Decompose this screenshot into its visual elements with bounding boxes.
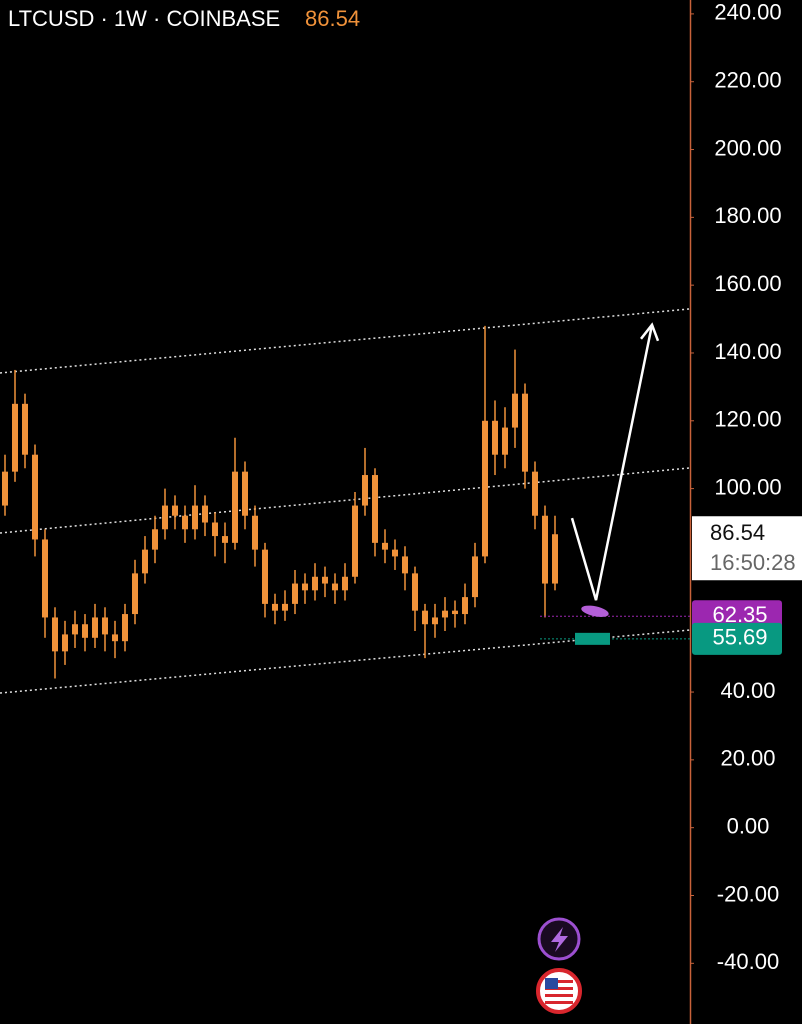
candle-body bbox=[232, 471, 238, 543]
candle-body bbox=[82, 624, 88, 638]
candle-body bbox=[422, 610, 428, 625]
price-label-box bbox=[692, 622, 782, 655]
y-tick-label: 200.00 bbox=[714, 135, 781, 160]
header-price: 86.54 bbox=[305, 6, 360, 31]
candle-body bbox=[292, 583, 298, 604]
lightning-icon[interactable] bbox=[537, 917, 581, 961]
candle-body bbox=[482, 420, 488, 557]
candle-body bbox=[222, 536, 228, 543]
trend-line bbox=[0, 629, 691, 694]
last-price-label: 86.54 bbox=[710, 520, 765, 545]
candle-body bbox=[102, 617, 108, 635]
candle-body bbox=[462, 597, 468, 615]
candle-body bbox=[152, 529, 158, 550]
candle-body bbox=[532, 471, 538, 516]
candle-body bbox=[192, 505, 198, 530]
candle-body bbox=[542, 515, 548, 584]
candle-body bbox=[242, 471, 248, 516]
y-tick-label: 120.00 bbox=[714, 407, 781, 432]
candle-body bbox=[512, 393, 518, 428]
y-tick-label: 140.00 bbox=[714, 339, 781, 364]
y-tick-label: 240.00 bbox=[714, 0, 781, 25]
candle-body bbox=[552, 534, 558, 584]
last-price-box bbox=[692, 516, 802, 581]
candle-body bbox=[62, 634, 68, 652]
candle-body bbox=[412, 573, 418, 611]
candle-body bbox=[12, 403, 18, 472]
candle-body bbox=[282, 603, 288, 611]
candle-body bbox=[302, 583, 308, 591]
candle-body bbox=[522, 393, 528, 472]
candle-body bbox=[352, 505, 358, 577]
arrow-head bbox=[640, 322, 660, 342]
candle-body bbox=[122, 614, 128, 642]
candle-body bbox=[42, 539, 48, 618]
y-tick-label: -40.00 bbox=[717, 949, 779, 974]
candle-body bbox=[362, 475, 368, 506]
candle-body bbox=[452, 610, 458, 615]
candle-body bbox=[342, 576, 348, 591]
candle-body bbox=[252, 515, 258, 550]
candle-body bbox=[272, 603, 278, 611]
candle-body bbox=[382, 542, 388, 550]
candle-body bbox=[22, 403, 28, 455]
y-tick-label: 220.00 bbox=[714, 68, 781, 93]
candle-body bbox=[72, 624, 78, 635]
candle-body bbox=[202, 505, 208, 523]
candle-body bbox=[442, 610, 448, 618]
candle-body bbox=[212, 522, 218, 537]
candle-body bbox=[492, 420, 498, 455]
countdown-label: 16:50:28 bbox=[710, 550, 796, 575]
trend-line bbox=[0, 308, 691, 374]
candle-body bbox=[92, 617, 98, 638]
candle-body bbox=[142, 549, 148, 574]
candle-body bbox=[322, 576, 328, 584]
y-tick-label: 40.00 bbox=[720, 678, 775, 703]
candle-body bbox=[32, 454, 38, 540]
candle-body bbox=[472, 556, 478, 598]
candle-body bbox=[112, 634, 118, 642]
flag-icon[interactable] bbox=[536, 968, 582, 1014]
candle-body bbox=[132, 573, 138, 615]
candle-body bbox=[312, 576, 318, 591]
candle-body bbox=[172, 505, 178, 516]
y-tick-label: 180.00 bbox=[714, 203, 781, 228]
marker bbox=[575, 632, 610, 645]
candle-body bbox=[432, 617, 438, 625]
y-tick-label: 20.00 bbox=[720, 746, 775, 771]
candle-body bbox=[262, 549, 268, 604]
marker bbox=[581, 605, 609, 617]
candle-body bbox=[372, 475, 378, 543]
candle-body bbox=[502, 427, 508, 455]
chart-title: LTCUSD · 1W · COINBASE bbox=[8, 6, 280, 31]
y-tick-label: 160.00 bbox=[714, 271, 781, 296]
y-tick-label: 0.00 bbox=[727, 813, 770, 838]
candle-body bbox=[182, 515, 188, 530]
candle-body bbox=[402, 556, 408, 574]
price-label: 55.69 bbox=[712, 625, 767, 650]
arrow bbox=[570, 324, 654, 601]
candle-body bbox=[332, 583, 338, 591]
candle-body bbox=[392, 549, 398, 557]
candle-body bbox=[52, 617, 58, 652]
y-tick-label: 100.00 bbox=[714, 474, 781, 499]
candle-body bbox=[2, 471, 8, 506]
candle-body bbox=[162, 505, 168, 530]
trend-line bbox=[0, 467, 691, 534]
y-tick-label: -20.00 bbox=[717, 881, 779, 906]
